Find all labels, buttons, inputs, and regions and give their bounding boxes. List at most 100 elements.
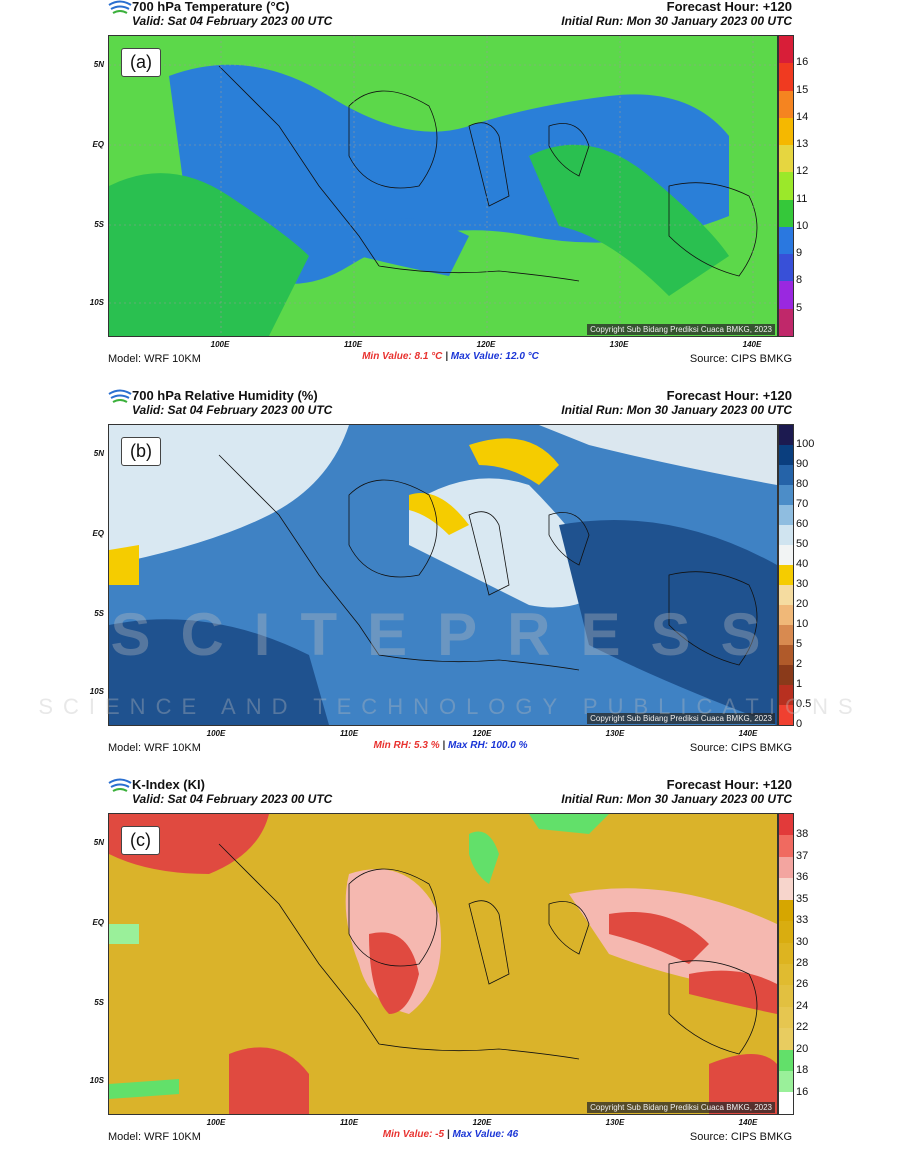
colorbar-tick-label: 60 xyxy=(796,518,809,530)
field-region xyxy=(359,218,469,276)
lon-label: 140E xyxy=(742,340,762,349)
lon-label: 130E xyxy=(609,340,629,349)
min-value: Min Value: -5 xyxy=(382,1129,445,1140)
colorbar-tick-label: 50 xyxy=(796,538,809,550)
colorbar-swatch xyxy=(779,545,793,565)
colorbar-swatch xyxy=(779,625,793,645)
colorbar xyxy=(778,424,794,726)
colorbar-swatch xyxy=(779,1006,793,1029)
min-max-line: Min Value: -5 | Max Value: 46 xyxy=(0,1129,901,1140)
colorbar-tick-label: 35 xyxy=(796,892,809,905)
initial-run: Initial Run: Mon 30 January 2023 00 UTC xyxy=(561,792,792,806)
source-text: Source: CIPS BMKG xyxy=(689,1131,792,1143)
field-region xyxy=(529,144,729,296)
model-text: Model: WRF 10KM xyxy=(108,742,201,754)
colorbar-tick-label: 90 xyxy=(796,458,809,470)
colorbar-swatch xyxy=(779,254,793,282)
forecast-hour: Forecast Hour: +120 xyxy=(666,777,792,792)
lon-label: 140E xyxy=(738,729,758,738)
source-text: Source: CIPS BMKG xyxy=(689,353,792,365)
colorbar-tick-label: 18 xyxy=(796,1064,809,1077)
coastline xyxy=(218,843,758,1060)
min-max-separator: | xyxy=(442,740,446,751)
colorbar-tick-label: 12 xyxy=(796,165,809,178)
lon-label: 100E xyxy=(206,729,226,738)
lon-label: 110E xyxy=(343,340,363,349)
lat-label: 10S xyxy=(89,687,104,696)
colorbar-swatch xyxy=(779,685,793,705)
field-region xyxy=(109,545,139,585)
field-region xyxy=(109,173,309,336)
coastline xyxy=(218,65,758,282)
map-area: (c) Copyright Sub Bidang Prediksi Cuaca … xyxy=(108,813,778,1115)
map-field xyxy=(109,425,777,725)
lon-label: 120E xyxy=(472,1118,492,1127)
field-region xyxy=(469,831,499,884)
lat-label: EQ xyxy=(92,918,104,927)
map-title: K-Index (KI) xyxy=(132,777,205,792)
colorbar-tick-label: 38 xyxy=(796,828,809,841)
lon-label: 130E xyxy=(605,729,625,738)
bmkg-logo xyxy=(106,778,134,798)
colorbar-tick-label: 28 xyxy=(796,957,809,969)
copyright: Copyright Sub Bidang Prediksi Cuaca BMKG… xyxy=(587,324,775,335)
colorbar-tick-label: 0.5 xyxy=(796,698,812,710)
source-text: Source: CIPS BMKG xyxy=(689,742,792,754)
colorbar-swatch xyxy=(779,63,793,91)
lat-label: 10S xyxy=(89,1076,104,1085)
colorbar-swatch xyxy=(779,585,793,605)
field-region xyxy=(229,1047,309,1114)
colorbar-tick-label: 5 xyxy=(796,638,803,650)
field-region xyxy=(539,425,777,485)
colorbar-swatch xyxy=(779,1028,793,1050)
colorbar-tick-label: 40 xyxy=(796,558,809,570)
colorbar-swatch xyxy=(779,605,793,625)
colorbar-ticks: 38 37 36 35 33 30 28 26 24 22 20 18 16 xyxy=(796,813,836,1113)
max-value: Max Value: 12.0 °C xyxy=(450,351,539,362)
min-max-separator: | xyxy=(445,351,448,362)
colorbar-swatch xyxy=(779,814,793,836)
colorbar-tick-label: 14 xyxy=(796,110,809,123)
lon-label: 110E xyxy=(339,1118,359,1127)
colorbar-swatch xyxy=(779,145,793,173)
colorbar-tick-label: 5 xyxy=(796,301,803,314)
colorbar-ticks: 16 15 14 13 12 11 10 9 8 5 xyxy=(796,35,836,335)
panel-label: (c) xyxy=(121,826,160,855)
min-max-separator: | xyxy=(446,1129,450,1140)
lat-label: 5S xyxy=(94,609,104,618)
colorbar-tick-label: 37 xyxy=(796,849,809,862)
field-region xyxy=(109,924,139,944)
map-title: 700 hPa Relative Humidity (%) xyxy=(132,388,318,403)
colorbar-swatch xyxy=(779,505,793,525)
colorbar-tick-label: 24 xyxy=(796,999,809,1012)
field-region xyxy=(529,814,609,834)
colorbar-tick-label: 8 xyxy=(796,274,803,287)
colorbar-swatch xyxy=(779,899,793,922)
colorbar-swatch xyxy=(779,308,793,336)
forecast-hour: Forecast Hour: +120 xyxy=(666,388,792,403)
lon-label: 100E xyxy=(210,340,230,349)
colorbar-tick-label: 36 xyxy=(796,871,809,884)
colorbar-swatch xyxy=(779,856,793,879)
field-region xyxy=(109,619,329,725)
model-text: Model: WRF 10KM xyxy=(108,353,201,365)
panel-k-index: K-Index (KI) Valid: Sat 04 February 2023… xyxy=(0,777,901,1163)
colorbar-swatch xyxy=(779,445,793,465)
max-value: Max Value: 46 xyxy=(452,1129,519,1140)
field-region xyxy=(709,1054,777,1114)
colorbar-tick-label: 11 xyxy=(796,192,808,205)
colorbar-tick-label: 20 xyxy=(796,1042,809,1055)
colorbar xyxy=(778,35,794,337)
graticule xyxy=(109,36,777,336)
colorbar-swatch xyxy=(779,90,793,118)
valid-time: Valid: Sat 04 February 2023 00 UTC xyxy=(132,403,333,417)
colorbar-ticks: 100 90 80 70 60 50 40 30 20 10 5 2 1 0.5 0 xyxy=(796,424,836,730)
colorbar-tick-label: 16 xyxy=(796,1085,809,1098)
field-region xyxy=(369,932,419,1014)
colorbar-tick-label: 9 xyxy=(796,247,803,260)
coastline xyxy=(218,454,758,671)
panel-temperature: 700 hPa Temperature (°C) Valid: Sat 04 F… xyxy=(0,0,901,385)
colorbar-tick-label: 20 xyxy=(796,598,809,610)
colorbar-swatch xyxy=(779,199,793,227)
colorbar-swatch xyxy=(779,963,793,986)
